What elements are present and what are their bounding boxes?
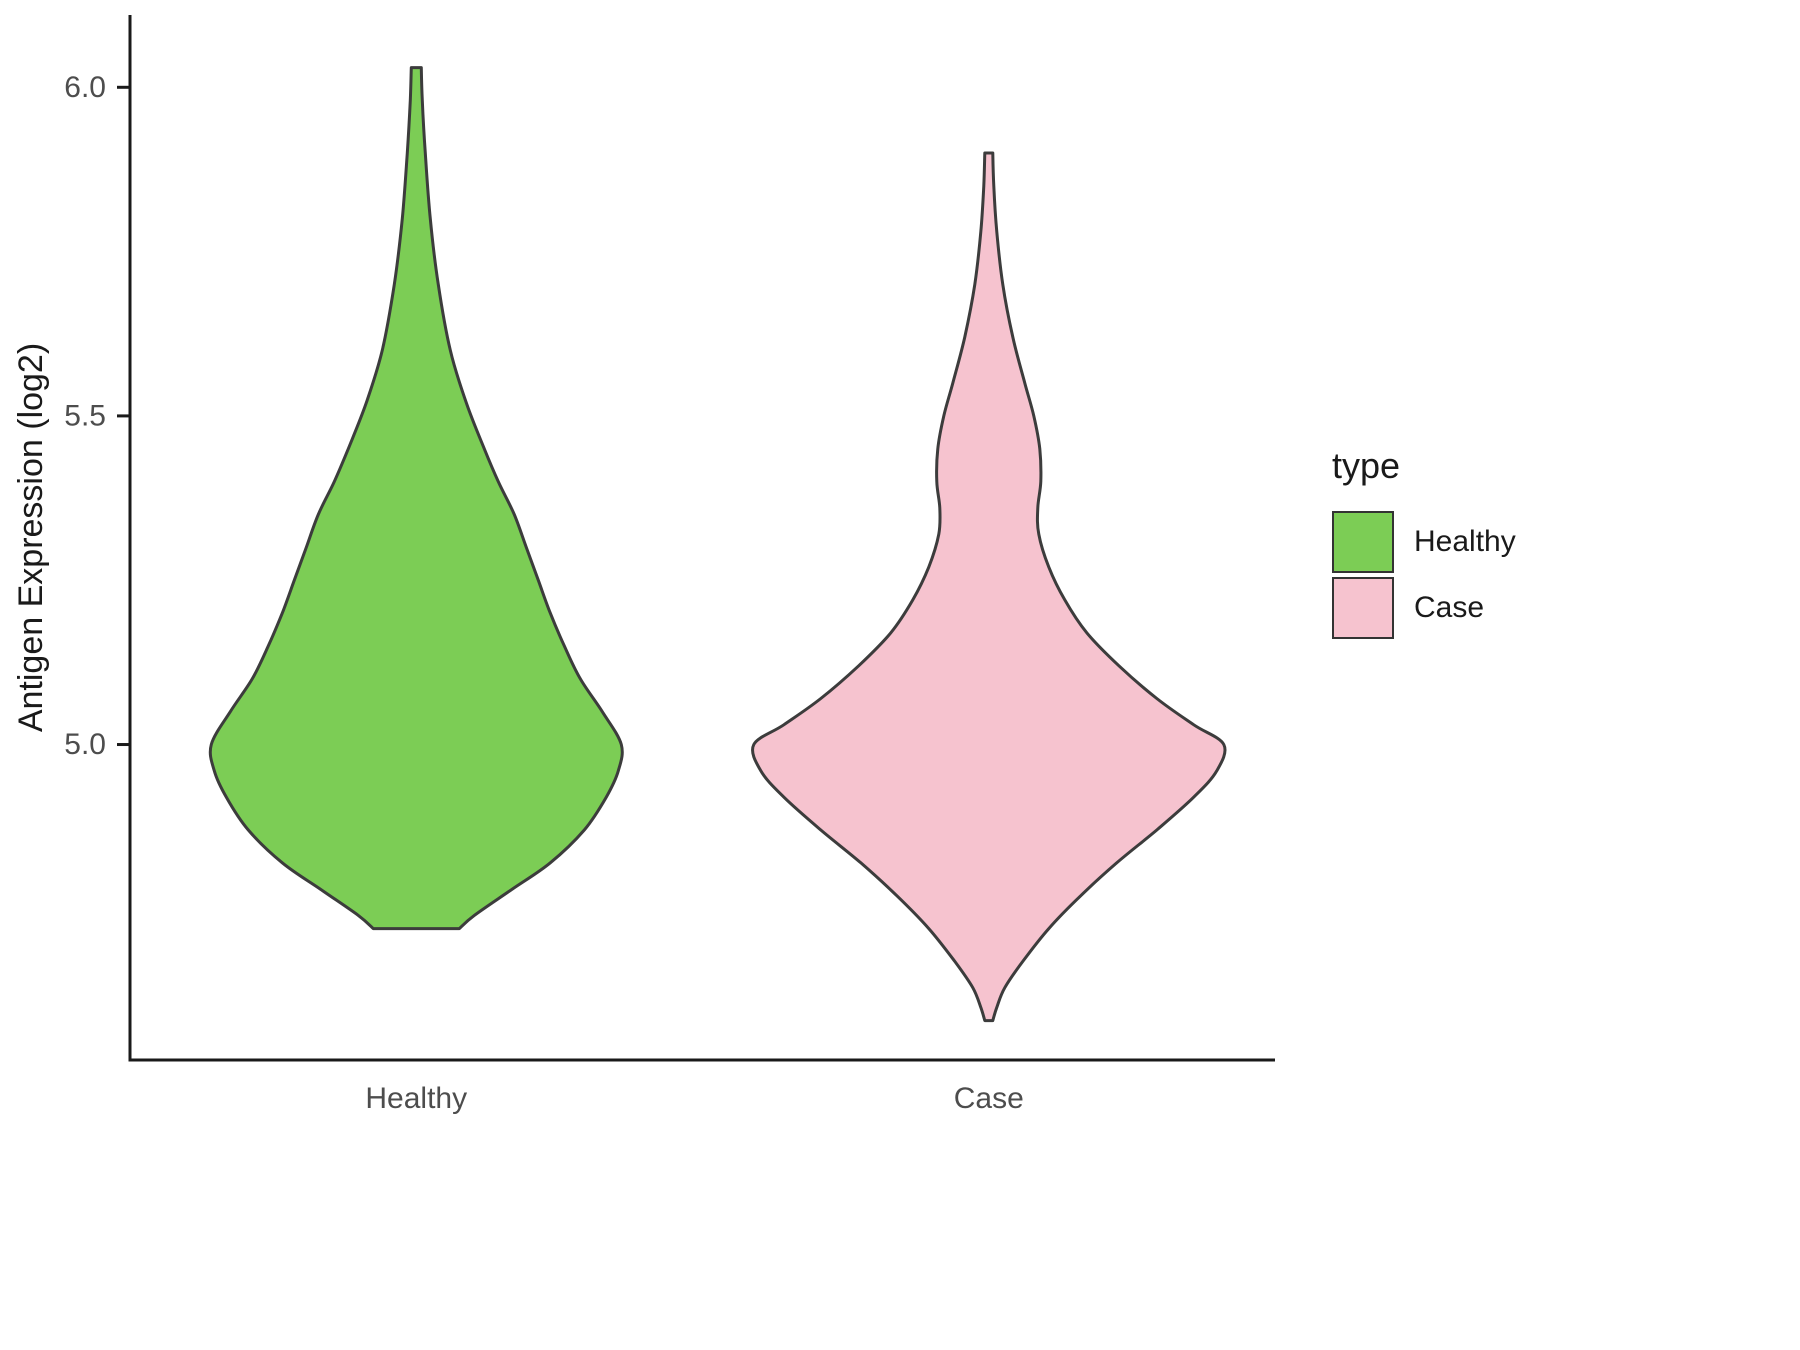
legend-label-healthy: Healthy	[1414, 525, 1516, 558]
legend-key-healthy: Healthy	[1332, 509, 1516, 575]
y-tick-label: 6.0	[64, 71, 106, 104]
violin-healthy	[208, 66, 624, 931]
legend: type Healthy Case	[1332, 445, 1516, 641]
legend-swatch-healthy-icon	[1332, 511, 1394, 573]
y-axis-title: Antigen Expression (log2)	[12, 343, 50, 732]
y-tick-label: 5.0	[64, 728, 106, 761]
y-tick-label: 5.5	[64, 399, 106, 432]
legend-key-case: Case	[1332, 575, 1516, 641]
legend-swatch-case-icon	[1332, 577, 1394, 639]
x-category-label: Case	[954, 1082, 1024, 1115]
legend-title: type	[1332, 445, 1401, 486]
x-category-label: Healthy	[365, 1082, 467, 1115]
violin-case	[751, 151, 1227, 1023]
legend-label-case: Case	[1414, 591, 1485, 624]
